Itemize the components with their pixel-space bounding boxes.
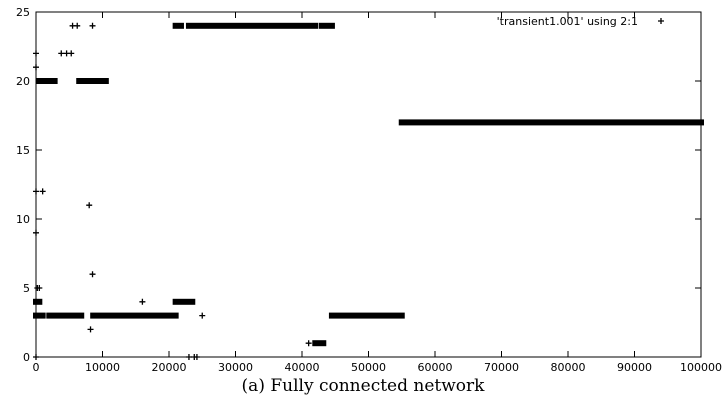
data-point [193,354,200,360]
data-point [185,354,192,360]
data-point [305,340,312,347]
x-tick-label: 60000 [418,361,453,374]
data-point [39,188,46,195]
data-run [76,78,109,84]
data-point [33,64,39,71]
data-point [33,229,39,236]
data-run [33,298,43,305]
data-run [33,312,46,319]
plot-frame [35,11,702,358]
legend-marker [658,18,664,24]
figure-caption: (a) Fully connected network [241,376,485,396]
data-run [318,22,335,29]
x-tick-label: 0 [33,361,40,374]
data-series [33,18,704,360]
y-tick-label: 15 [16,144,30,157]
data-run [172,22,184,29]
data-run [172,298,196,305]
x-tick-label: 30000 [218,361,253,374]
data-point [87,326,94,333]
data-point [33,50,39,57]
y-tick-label: 20 [16,75,30,88]
x-tick-label: 20000 [152,361,187,374]
data-run [398,119,704,126]
data-point [33,354,39,360]
data-point [68,50,75,57]
y-tick-label: 25 [16,6,30,19]
legend: 'transient1.001' using 2:1 [497,15,638,28]
data-point [89,271,96,278]
data-point [86,202,93,209]
data-run [185,22,319,29]
scatter-chart: 0 10000 20000 30000 40000 50000 60000 70000 8000… [16,6,722,374]
x-tick-label: 50000 [351,361,386,374]
x-tick-label: 10000 [85,361,120,374]
x-tick-label: 40000 [285,361,320,374]
data-point [89,22,96,29]
data-point [58,50,65,57]
plot-axes [35,11,702,358]
data-run [90,312,179,319]
data-point [36,285,43,291]
data-point [139,298,146,305]
y-tick-label: 5 [23,282,30,295]
x-tick-label: 100000 [680,361,722,374]
y-tick-label: 0 [23,351,30,364]
x-tick-label: 80000 [551,361,586,374]
y-tick-label: 10 [16,213,30,226]
data-run [46,312,85,319]
x-tick-label: 70000 [484,361,519,374]
axis-ticks: 0 10000 20000 30000 40000 50000 60000 70000 8000… [16,6,722,374]
data-point [199,312,206,319]
x-tick-label: 90000 [617,361,652,374]
legend-label: 'transient1.001' using 2:1 [497,15,638,28]
data-point [74,22,81,29]
data-run [328,312,405,319]
data-run [36,78,58,84]
data-point [33,188,39,195]
data-run [312,340,327,347]
